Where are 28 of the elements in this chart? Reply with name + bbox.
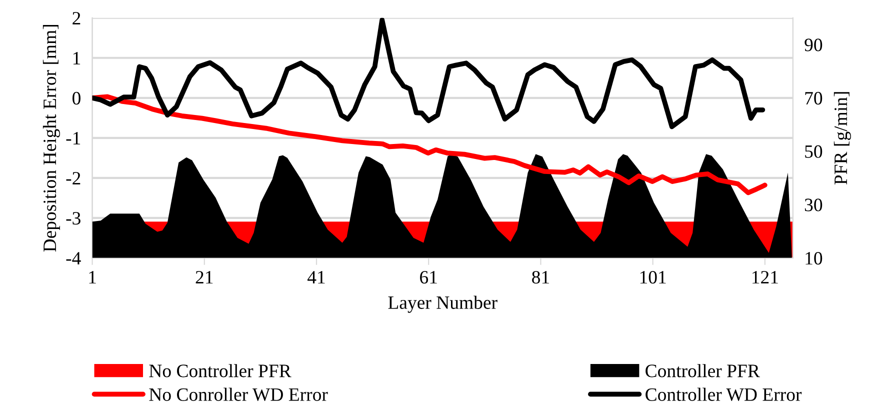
x-tick-label: 41 [307,271,325,284]
legend-label: Controller WD Error [646,388,802,402]
x-tick-label: 101 [640,270,666,284]
x-tick-label: 21 [196,271,213,284]
y-tick-label: -3 [66,212,80,225]
line-series [92,94,768,196]
y-axis-title: Deposition Height Error [mm] [42,24,60,252]
x-axis-title: Layer Number [388,296,498,313]
y-tick-label: 1 [73,52,80,64]
legend-label: No Controller PFR [149,364,292,378]
x-tick-label: 81 [532,270,549,284]
y2-axis-title: PFR [g/min] [834,92,851,185]
x-tick-label: 61 [420,271,437,284]
y-tick-label: -2 [66,172,80,184]
y2-tick-label: 90 [804,38,822,52]
legend-label: Controller PFR [646,364,760,378]
y-tick-label: 2 [72,12,80,24]
x-tick-label: 1 [89,271,96,284]
x-tick-label: 121 [752,271,778,284]
line-series [92,18,766,130]
y-tick-label: -4 [66,252,81,264]
y-tick-label: -1 [66,132,80,144]
y-tick-label: 0 [72,92,80,105]
y2-tick-label: 10 [806,252,822,265]
y2-tick-label: 30 [804,198,822,212]
y2-tick-label: 50 [805,145,822,158]
y2-tick-label: 70 [805,92,822,105]
legend-label: No Conroller WD Error [149,388,328,402]
